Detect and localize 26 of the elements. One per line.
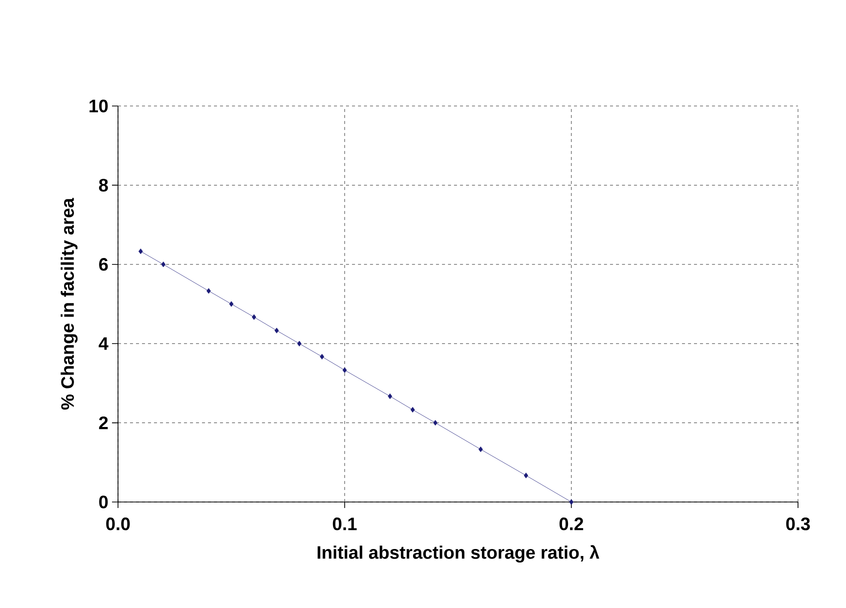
y-tick-label: 8 [99, 178, 108, 192]
point [229, 301, 234, 307]
x-tick-label: 0.3 [786, 518, 810, 530]
point [161, 262, 166, 268]
y-tick-label: 6 [99, 258, 108, 271]
point [524, 472, 528, 478]
point [433, 420, 438, 426]
point [252, 314, 256, 320]
point [342, 367, 347, 373]
x-tick-label: 0.0 [106, 518, 130, 530]
point [138, 248, 143, 254]
point [206, 288, 211, 294]
point [320, 354, 324, 360]
y-tick-label: 0 [99, 496, 108, 508]
point [297, 340, 302, 346]
x-tick-label: 0.2 [560, 518, 584, 530]
point [478, 446, 483, 452]
point [569, 499, 574, 505]
point [274, 328, 279, 334]
point [388, 393, 392, 400]
y-tick-label: 10 [90, 100, 108, 112]
y-tick-label: 2 [99, 416, 108, 430]
y-axis-title: % Change in facility area [60, 198, 78, 410]
y-tick-label: 4 [98, 337, 108, 350]
x-axis-title: Initial abstraction storage ratio, λ [318, 545, 600, 562]
x-tick-label: 0.1 [332, 518, 357, 530]
